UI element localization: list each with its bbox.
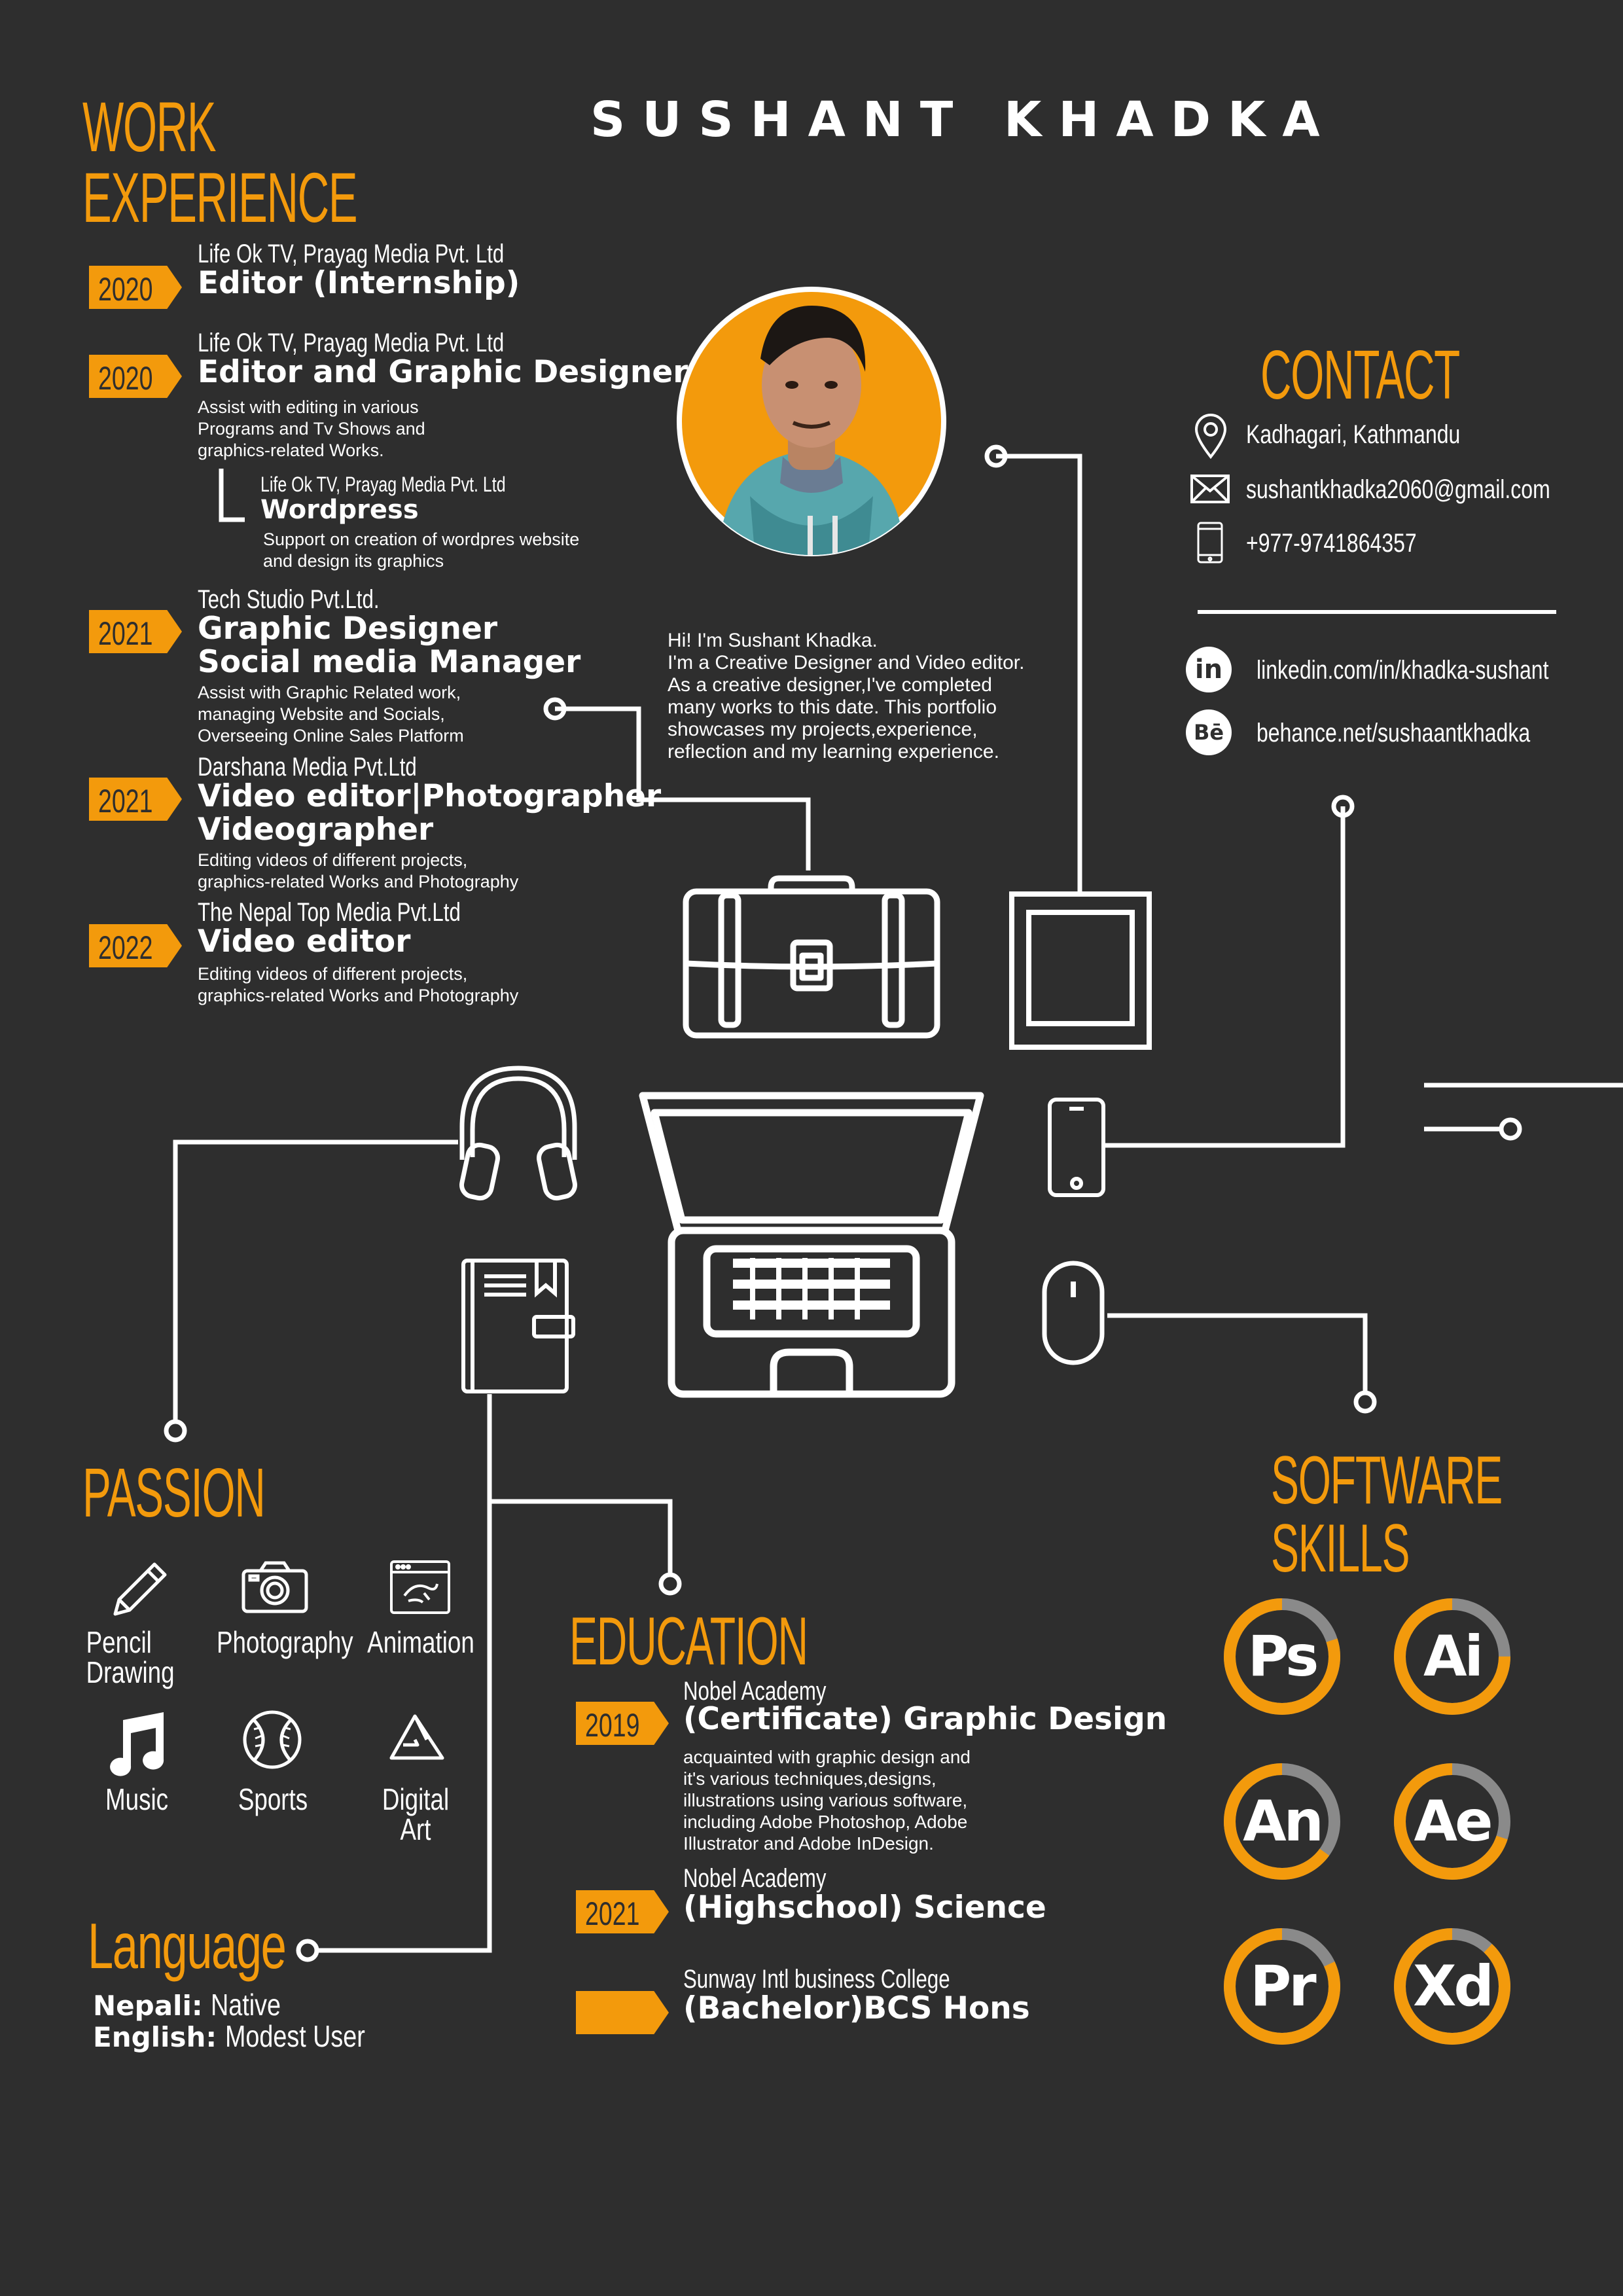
work-description: Editing videos of different projects, gra… <box>198 850 519 891</box>
education-description: acquainted with graphic design and it's v… <box>683 1747 971 1854</box>
contact-divider <box>1198 610 1556 614</box>
language-item: English: Modest User <box>93 2019 365 2053</box>
skill-level-arc <box>1224 1928 1340 2045</box>
skill-ring: An <box>1222 1762 1342 1881</box>
education-school: Nobel Academy <box>683 1864 827 1893</box>
smartphone-icon <box>1048 1098 1105 1197</box>
contact-phone[interactable]: +977-9741864357 <box>1246 529 1417 558</box>
passion-heading: PASSION <box>82 1454 266 1532</box>
music-note-icon <box>110 1712 164 1776</box>
work-experience-heading: WORK EXPERIENCE <box>82 87 357 237</box>
work-description: Editing videos of different projects, gra… <box>198 964 519 1005</box>
skill-ring: Xd <box>1393 1927 1512 2046</box>
skill-level-arc <box>1394 1598 1510 1715</box>
year-badge: 2020 <box>89 266 182 309</box>
work-company: Darshana Media Pvt.Ltd <box>198 753 417 781</box>
work-description: Support on creation of wordpres website a… <box>263 529 580 571</box>
skill-ring: Ai <box>1393 1597 1512 1716</box>
education-program: (Highschool) Science <box>683 1890 1046 1926</box>
bio-text: Hi! I'm Sushant Khadka. I'm a Creative De… <box>668 630 1025 762</box>
language-item: Nepali: Native <box>93 1988 281 2022</box>
work-company: Tech Studio Pvt.Ltd. <box>198 585 380 614</box>
passion-label: Sports <box>238 1782 308 1816</box>
work-role: Wordpress <box>260 495 419 525</box>
envelope-icon <box>1190 475 1230 503</box>
language-heading: Language <box>88 1910 287 1982</box>
skill-ring: Pr <box>1222 1927 1342 2046</box>
skill-ring: Ae <box>1393 1762 1512 1881</box>
skill-level-arc <box>1224 1598 1340 1715</box>
year-badge: 2022 <box>89 924 182 967</box>
education-program: (Certificate) Graphic Design <box>683 1701 1168 1737</box>
candidate-name: SUSHANT KHADKA <box>590 92 1337 148</box>
passion-label: Digital Art <box>382 1782 450 1846</box>
briefcase-icon <box>683 875 940 1039</box>
work-role: Graphic Designer Social media Manager <box>198 611 581 680</box>
work-role: Video editor|Photographer Videographer <box>198 778 662 848</box>
work-company: Life Ok TV, Prayag Media Pvt. Ltd <box>198 240 505 268</box>
work-company: Life Ok TV, Prayag Media Pvt. Ltd <box>198 329 505 357</box>
skill-ring: Ps <box>1222 1597 1342 1716</box>
location-pin-icon <box>1194 414 1227 459</box>
education-heading: EDUCATION <box>569 1604 808 1679</box>
skill-level-arc <box>1394 1763 1510 1880</box>
work-role: Editor and Graphic Designer <box>198 354 688 390</box>
year-badge: 2019 <box>576 1702 669 1745</box>
education-school: Nobel Academy <box>683 1677 827 1706</box>
phone-icon <box>1197 522 1223 564</box>
ball-icon <box>243 1710 302 1769</box>
passion-label: Music <box>105 1782 169 1816</box>
language-list: Nepali: Native English: Modest User <box>93 1990 396 2053</box>
education-program: (Bachelor)BCS Hons <box>683 1990 1030 2026</box>
pencil-icon <box>113 1562 167 1616</box>
passion-label: Photography <box>217 1625 353 1659</box>
headphones-icon <box>459 1066 577 1201</box>
year-badge: 2021 <box>89 778 182 821</box>
work-description: Assist with editing in various Programs a… <box>198 397 425 460</box>
skill-level-arc <box>1224 1763 1340 1880</box>
contact-address: Kadhagari, Kathmandu <box>1246 420 1461 449</box>
year-badge: 2020 <box>89 355 182 398</box>
camera-icon <box>241 1561 308 1613</box>
contact-email[interactable]: sushantkhadka2060@gmail.com <box>1246 475 1550 504</box>
contact-behance[interactable]: behance.net/sushaantkhadka <box>1257 719 1531 747</box>
notebook-icon <box>461 1259 575 1393</box>
profile-photo <box>671 287 953 559</box>
passion-label: Pencil Drawing <box>86 1625 175 1689</box>
software-skills-heading: SOFTWARE SKILLS <box>1271 1443 1503 1587</box>
work-role: Editor (Internship) <box>198 265 520 301</box>
work-description: Assist with Graphic Related work, managin… <box>198 683 464 745</box>
year-badge <box>576 1991 669 2034</box>
behance-icon[interactable]: Bē <box>1186 709 1232 755</box>
digital-art-icon <box>389 1714 444 1760</box>
work-company: The Nepal Top Media Pvt.Ltd <box>198 898 461 927</box>
year-badge: 2021 <box>89 610 182 653</box>
contact-heading: CONTACT <box>1260 336 1460 414</box>
contact-linkedin[interactable]: linkedin.com/in/khadka-sushant <box>1257 656 1549 685</box>
laptop-icon <box>639 1092 984 1398</box>
linkedin-icon[interactable]: in <box>1186 647 1232 692</box>
skill-level-arc <box>1394 1928 1510 2045</box>
passion-label: Animation <box>367 1625 474 1659</box>
year-badge: 2021 <box>576 1890 669 1933</box>
animation-icon <box>390 1560 450 1614</box>
picture-frame-icon <box>1009 891 1152 1050</box>
mouse-icon <box>1042 1261 1105 1365</box>
work-role: Video editor <box>198 924 411 960</box>
education-school: Sunway Intl business College <box>683 1965 950 1994</box>
work-company: Life Ok TV, Prayag Media Pvt. Ltd <box>260 473 506 496</box>
